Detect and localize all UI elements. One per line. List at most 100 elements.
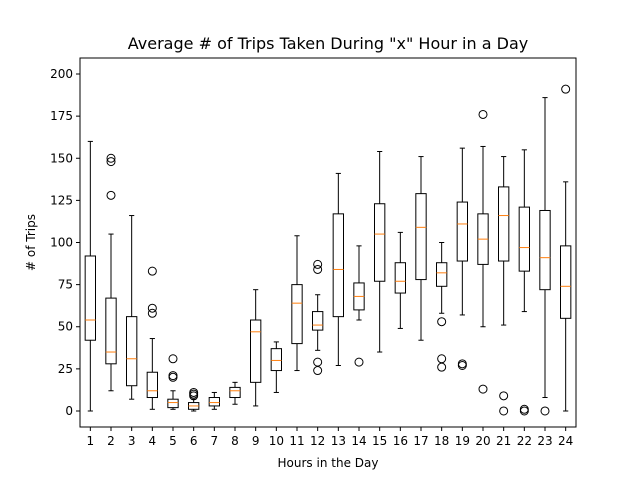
outlier-point — [147, 308, 157, 318]
y-tick-label: 150 — [50, 151, 73, 165]
box-hour-19 — [456, 147, 468, 370]
outlier-point — [313, 366, 323, 376]
box-hour-1 — [84, 140, 96, 412]
box-hour-24 — [560, 84, 572, 412]
box-hour-16 — [394, 231, 406, 329]
outlier-point — [147, 303, 157, 313]
box-iqr — [436, 262, 448, 287]
x-tick-label: 10 — [269, 434, 284, 448]
y-tick-label: 75 — [58, 278, 73, 292]
chart-title: Average # of Trips Taken During "x" Hour… — [128, 34, 528, 53]
box-hour-7 — [208, 391, 221, 410]
box-iqr — [560, 245, 572, 319]
outlier-point — [478, 109, 488, 119]
box-iqr — [229, 386, 241, 399]
x-axis-label: Hours in the Day — [278, 456, 379, 470]
outlier-point — [499, 391, 509, 401]
x-tick-label: 16 — [393, 434, 408, 448]
x-tick-label: 7 — [211, 434, 219, 448]
box-hour-18 — [436, 242, 448, 372]
box-iqr — [146, 371, 159, 399]
outlier-point — [478, 384, 488, 394]
box-iqr — [105, 297, 117, 365]
x-tick-label: 19 — [455, 434, 470, 448]
x-tick-label: 4 — [149, 434, 157, 448]
x-tick-label: 8 — [231, 434, 239, 448]
outlier-point — [457, 359, 467, 369]
box-hour-9 — [250, 289, 262, 407]
box-hour-11 — [291, 235, 303, 372]
box-hour-14 — [353, 245, 365, 367]
outlier-point — [168, 371, 178, 381]
box-iqr — [456, 201, 468, 262]
x-tick-label: 23 — [537, 434, 552, 448]
outlier-point — [168, 354, 178, 364]
outlier-point — [106, 153, 116, 163]
x-tick-label: 20 — [475, 434, 490, 448]
outlier-point — [561, 84, 571, 94]
x-tick-label: 21 — [496, 434, 511, 448]
outlier-point — [437, 362, 447, 372]
box-hour-12 — [312, 259, 324, 376]
outlier-point — [313, 264, 323, 274]
x-tick-label: 9 — [252, 434, 260, 448]
box-iqr — [374, 203, 386, 282]
box-hour-20 — [477, 109, 489, 394]
x-tick-label: 14 — [351, 434, 366, 448]
outlier-point — [519, 404, 529, 414]
outlier-point — [313, 259, 323, 269]
box-hour-23 — [539, 97, 551, 416]
outlier-point — [106, 157, 116, 167]
outlier-point — [499, 406, 509, 416]
box-iqr — [498, 186, 510, 262]
x-tick-label: 2 — [107, 434, 115, 448]
x-tick-label: 11 — [289, 434, 304, 448]
x-tick-label: 18 — [434, 434, 449, 448]
y-tick-label: 0 — [65, 404, 73, 418]
x-tick-label: 5 — [169, 434, 177, 448]
outlier-point — [189, 387, 199, 397]
x-tick-label: 13 — [331, 434, 346, 448]
box-iqr — [126, 316, 138, 387]
y-axis-label: # of Trips — [24, 214, 38, 271]
x-tick-label: 3 — [128, 434, 136, 448]
y-tick-label: 100 — [50, 236, 73, 250]
box-iqr — [312, 311, 324, 331]
outlier-point — [313, 357, 323, 367]
box-iqr — [270, 348, 282, 372]
box-hour-13 — [332, 172, 344, 366]
box-hour-2 — [105, 153, 117, 392]
box-iqr — [291, 284, 303, 345]
outlier-point — [147, 266, 157, 276]
box-iqr — [208, 397, 221, 407]
y-tick-label: 175 — [50, 109, 73, 123]
y-tick-label: 200 — [50, 67, 73, 81]
box-iqr — [250, 319, 262, 383]
x-tick-label: 22 — [517, 434, 532, 448]
y-tick-label: 25 — [58, 362, 73, 376]
box-hour-10 — [270, 341, 282, 393]
x-tick-label: 17 — [413, 434, 428, 448]
box-hour-3 — [126, 215, 138, 400]
box-hour-5 — [167, 354, 179, 410]
box-iqr — [394, 262, 406, 294]
box-hour-8 — [229, 381, 241, 405]
outlier-point — [106, 190, 116, 200]
box-hour-22 — [518, 149, 531, 416]
box-hour-21 — [498, 156, 510, 416]
x-tick-label: 15 — [372, 434, 387, 448]
x-tick-label: 1 — [87, 434, 95, 448]
box-iqr — [84, 255, 96, 341]
box-iqr — [332, 213, 344, 318]
box-hour-4 — [146, 266, 159, 410]
box-hour-15 — [374, 151, 386, 353]
x-tick-label: 24 — [558, 434, 573, 448]
outlier-point — [437, 354, 447, 364]
box-hour-17 — [415, 156, 427, 341]
box-iqr — [518, 206, 531, 272]
y-tick-label: 125 — [50, 193, 73, 207]
x-tick-label: 6 — [190, 434, 198, 448]
y-tick-label: 50 — [58, 320, 73, 334]
